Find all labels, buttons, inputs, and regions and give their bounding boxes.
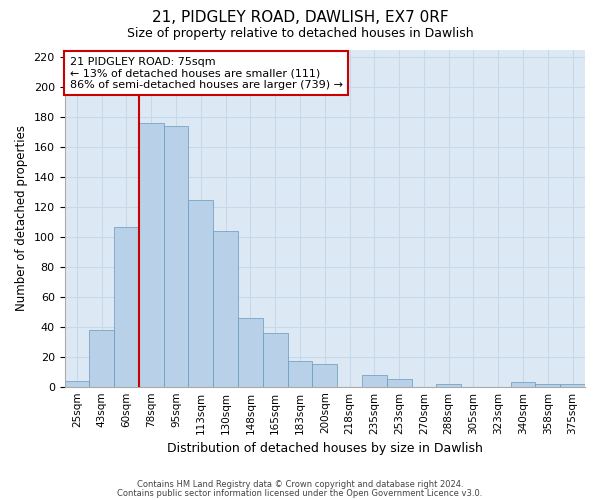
Bar [238,318,263,386]
Bar [139,124,164,386]
Text: 21 PIDGLEY ROAD: 75sqm
← 13% of detached houses are smaller (111)
86% of semi-de: 21 PIDGLEY ROAD: 75sqm ← 13% of detached… [70,56,343,90]
Bar [436,384,461,386]
Bar [287,361,313,386]
Bar [387,379,412,386]
Bar [89,330,114,386]
Bar [114,226,139,386]
Text: Contains HM Land Registry data © Crown copyright and database right 2024.: Contains HM Land Registry data © Crown c… [137,480,463,489]
Bar [313,364,337,386]
Bar [535,384,560,386]
Bar [213,231,238,386]
Bar [511,382,535,386]
Bar [164,126,188,386]
Bar [65,380,89,386]
X-axis label: Distribution of detached houses by size in Dawlish: Distribution of detached houses by size … [167,442,483,455]
Bar [263,333,287,386]
Text: Contains public sector information licensed under the Open Government Licence v3: Contains public sector information licen… [118,488,482,498]
Bar [362,374,387,386]
Bar [560,384,585,386]
Y-axis label: Number of detached properties: Number of detached properties [15,126,28,312]
Bar [188,200,213,386]
Text: Size of property relative to detached houses in Dawlish: Size of property relative to detached ho… [127,28,473,40]
Text: 21, PIDGLEY ROAD, DAWLISH, EX7 0RF: 21, PIDGLEY ROAD, DAWLISH, EX7 0RF [152,10,448,25]
